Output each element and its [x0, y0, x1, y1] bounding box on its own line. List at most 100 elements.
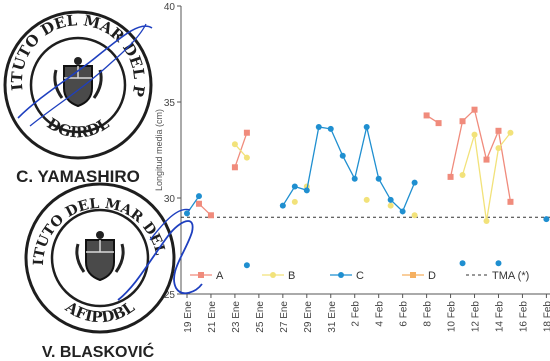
- data-point: [339, 152, 346, 159]
- x-tick-label: 14 Feb: [494, 301, 505, 333]
- data-point: [507, 129, 514, 136]
- data-point: [195, 193, 202, 200]
- series-a: [195, 106, 514, 219]
- x-tick-label: 25 Ene: [255, 301, 266, 333]
- x-tick-label: 21 Ene: [207, 301, 218, 333]
- data-point: [459, 118, 466, 125]
- data-point: [411, 212, 418, 219]
- legend-label: C: [356, 270, 364, 282]
- data-point: [243, 129, 250, 136]
- data-point: [495, 260, 502, 267]
- legend-marker: [198, 272, 204, 278]
- signature-stroke-bottom: [117, 220, 203, 301]
- data-point: [543, 216, 550, 223]
- stamp-bottom-inner-ring: [50, 208, 150, 308]
- legend-label: A: [216, 270, 224, 282]
- data-point: [411, 179, 418, 186]
- coat-of-arms-icon: [53, 57, 103, 108]
- stamp-bottom-outer-ring: [24, 182, 176, 334]
- legend-label: D: [428, 270, 436, 282]
- stamp-bottom-inner-text: AFIPDBL: [61, 297, 138, 326]
- data-point: [291, 198, 298, 205]
- legend-item-tma: TMA (*): [466, 270, 529, 282]
- data-point: [351, 175, 358, 182]
- stamp-bottom-caption: V. BLASKOVIĆ: [42, 342, 155, 361]
- data-point: [207, 212, 214, 219]
- series-line: [282, 126, 416, 213]
- data-point: [231, 141, 238, 148]
- stamp-top-inner-text: DGIRDL: [44, 114, 113, 142]
- data-point: [243, 154, 250, 161]
- data-point: [471, 106, 478, 113]
- data-point: [387, 196, 394, 203]
- data-point: [459, 171, 466, 178]
- legend-item-b: B: [262, 270, 295, 282]
- data-point: [315, 123, 322, 130]
- data-point: [483, 156, 490, 163]
- data-point: [399, 208, 406, 215]
- legend-item-a: A: [190, 270, 224, 282]
- series-b: [231, 129, 514, 225]
- stamp-top-inner-ring: [29, 36, 127, 134]
- legend-item-d: D: [402, 270, 436, 282]
- data-point: [303, 187, 310, 194]
- legend-label: B: [288, 270, 295, 282]
- legend-item-c: C: [330, 270, 364, 282]
- data-point: [507, 198, 514, 205]
- data-point: [243, 262, 250, 269]
- x-tick-label: 12 Feb: [471, 301, 482, 333]
- data-point: [363, 123, 370, 130]
- signature-stroke-top: [17, 25, 153, 119]
- y-tick-label: 40: [164, 2, 176, 13]
- y-tick-label: 30: [164, 194, 176, 205]
- stamp-top-caption: C. YAMASHIRO: [16, 167, 140, 186]
- data-point: [447, 173, 454, 180]
- x-tick-label: 27 Ene: [279, 301, 290, 333]
- series-line: [461, 132, 512, 222]
- data-point: [327, 125, 334, 132]
- data-point: [435, 120, 442, 127]
- series-line: [449, 108, 512, 202]
- data-point: [483, 218, 490, 225]
- data-point: [183, 210, 190, 217]
- data-point: [375, 175, 382, 182]
- x-tick-label: 4 Feb: [375, 301, 386, 327]
- y-tick-label: 25: [164, 290, 176, 301]
- x-tick-label: 10 Feb: [447, 301, 458, 333]
- legend-marker: [338, 272, 344, 278]
- data-point: [423, 112, 430, 119]
- data-point: [459, 260, 466, 267]
- signature-stroke-top-2: [29, 23, 147, 127]
- legend-marker: [410, 272, 416, 278]
- x-tick-label: 23 Ene: [231, 301, 242, 333]
- y-axis-title: Longitud media (cm): [154, 109, 164, 191]
- signature-stroke-bottom-2: [149, 208, 191, 241]
- x-tick-label: 6 Feb: [399, 301, 410, 327]
- data-point: [231, 164, 238, 171]
- x-tick-label: 29 Ene: [303, 301, 314, 333]
- data-point: [195, 200, 202, 207]
- coat-of-arms-icon: [75, 231, 125, 282]
- x-tick-label: 8 Feb: [423, 301, 434, 327]
- x-tick-label: 2 Feb: [351, 301, 362, 327]
- y-tick-label: 35: [164, 98, 176, 109]
- x-tick-label: 18 Feb: [542, 301, 550, 333]
- legend-label: TMA (*): [492, 270, 529, 282]
- data-point: [291, 183, 298, 190]
- series-line: [186, 195, 200, 214]
- legend-marker: [270, 272, 276, 278]
- x-tick-label: 16 Feb: [518, 301, 529, 333]
- handwritten-signature: [17, 23, 203, 301]
- x-tick-label: 31 Ene: [327, 301, 338, 333]
- data-point: [279, 202, 286, 209]
- series-c: [183, 123, 550, 269]
- plot-area: 25 30 35 40 Longitud media (cm) 19 Ene 21 Ene 2…: [154, 2, 550, 333]
- x-tick-label: 19 Ene: [183, 301, 194, 333]
- data-point: [363, 196, 370, 203]
- data-point: [495, 127, 502, 134]
- data-point: [471, 131, 478, 138]
- data-point: [495, 145, 502, 152]
- stamp-top-outer-ring: [3, 10, 153, 160]
- stamp-top: INSTITUTO DEL MAR DEL PERU DGIRDL C. YAM…: [0, 0, 153, 186]
